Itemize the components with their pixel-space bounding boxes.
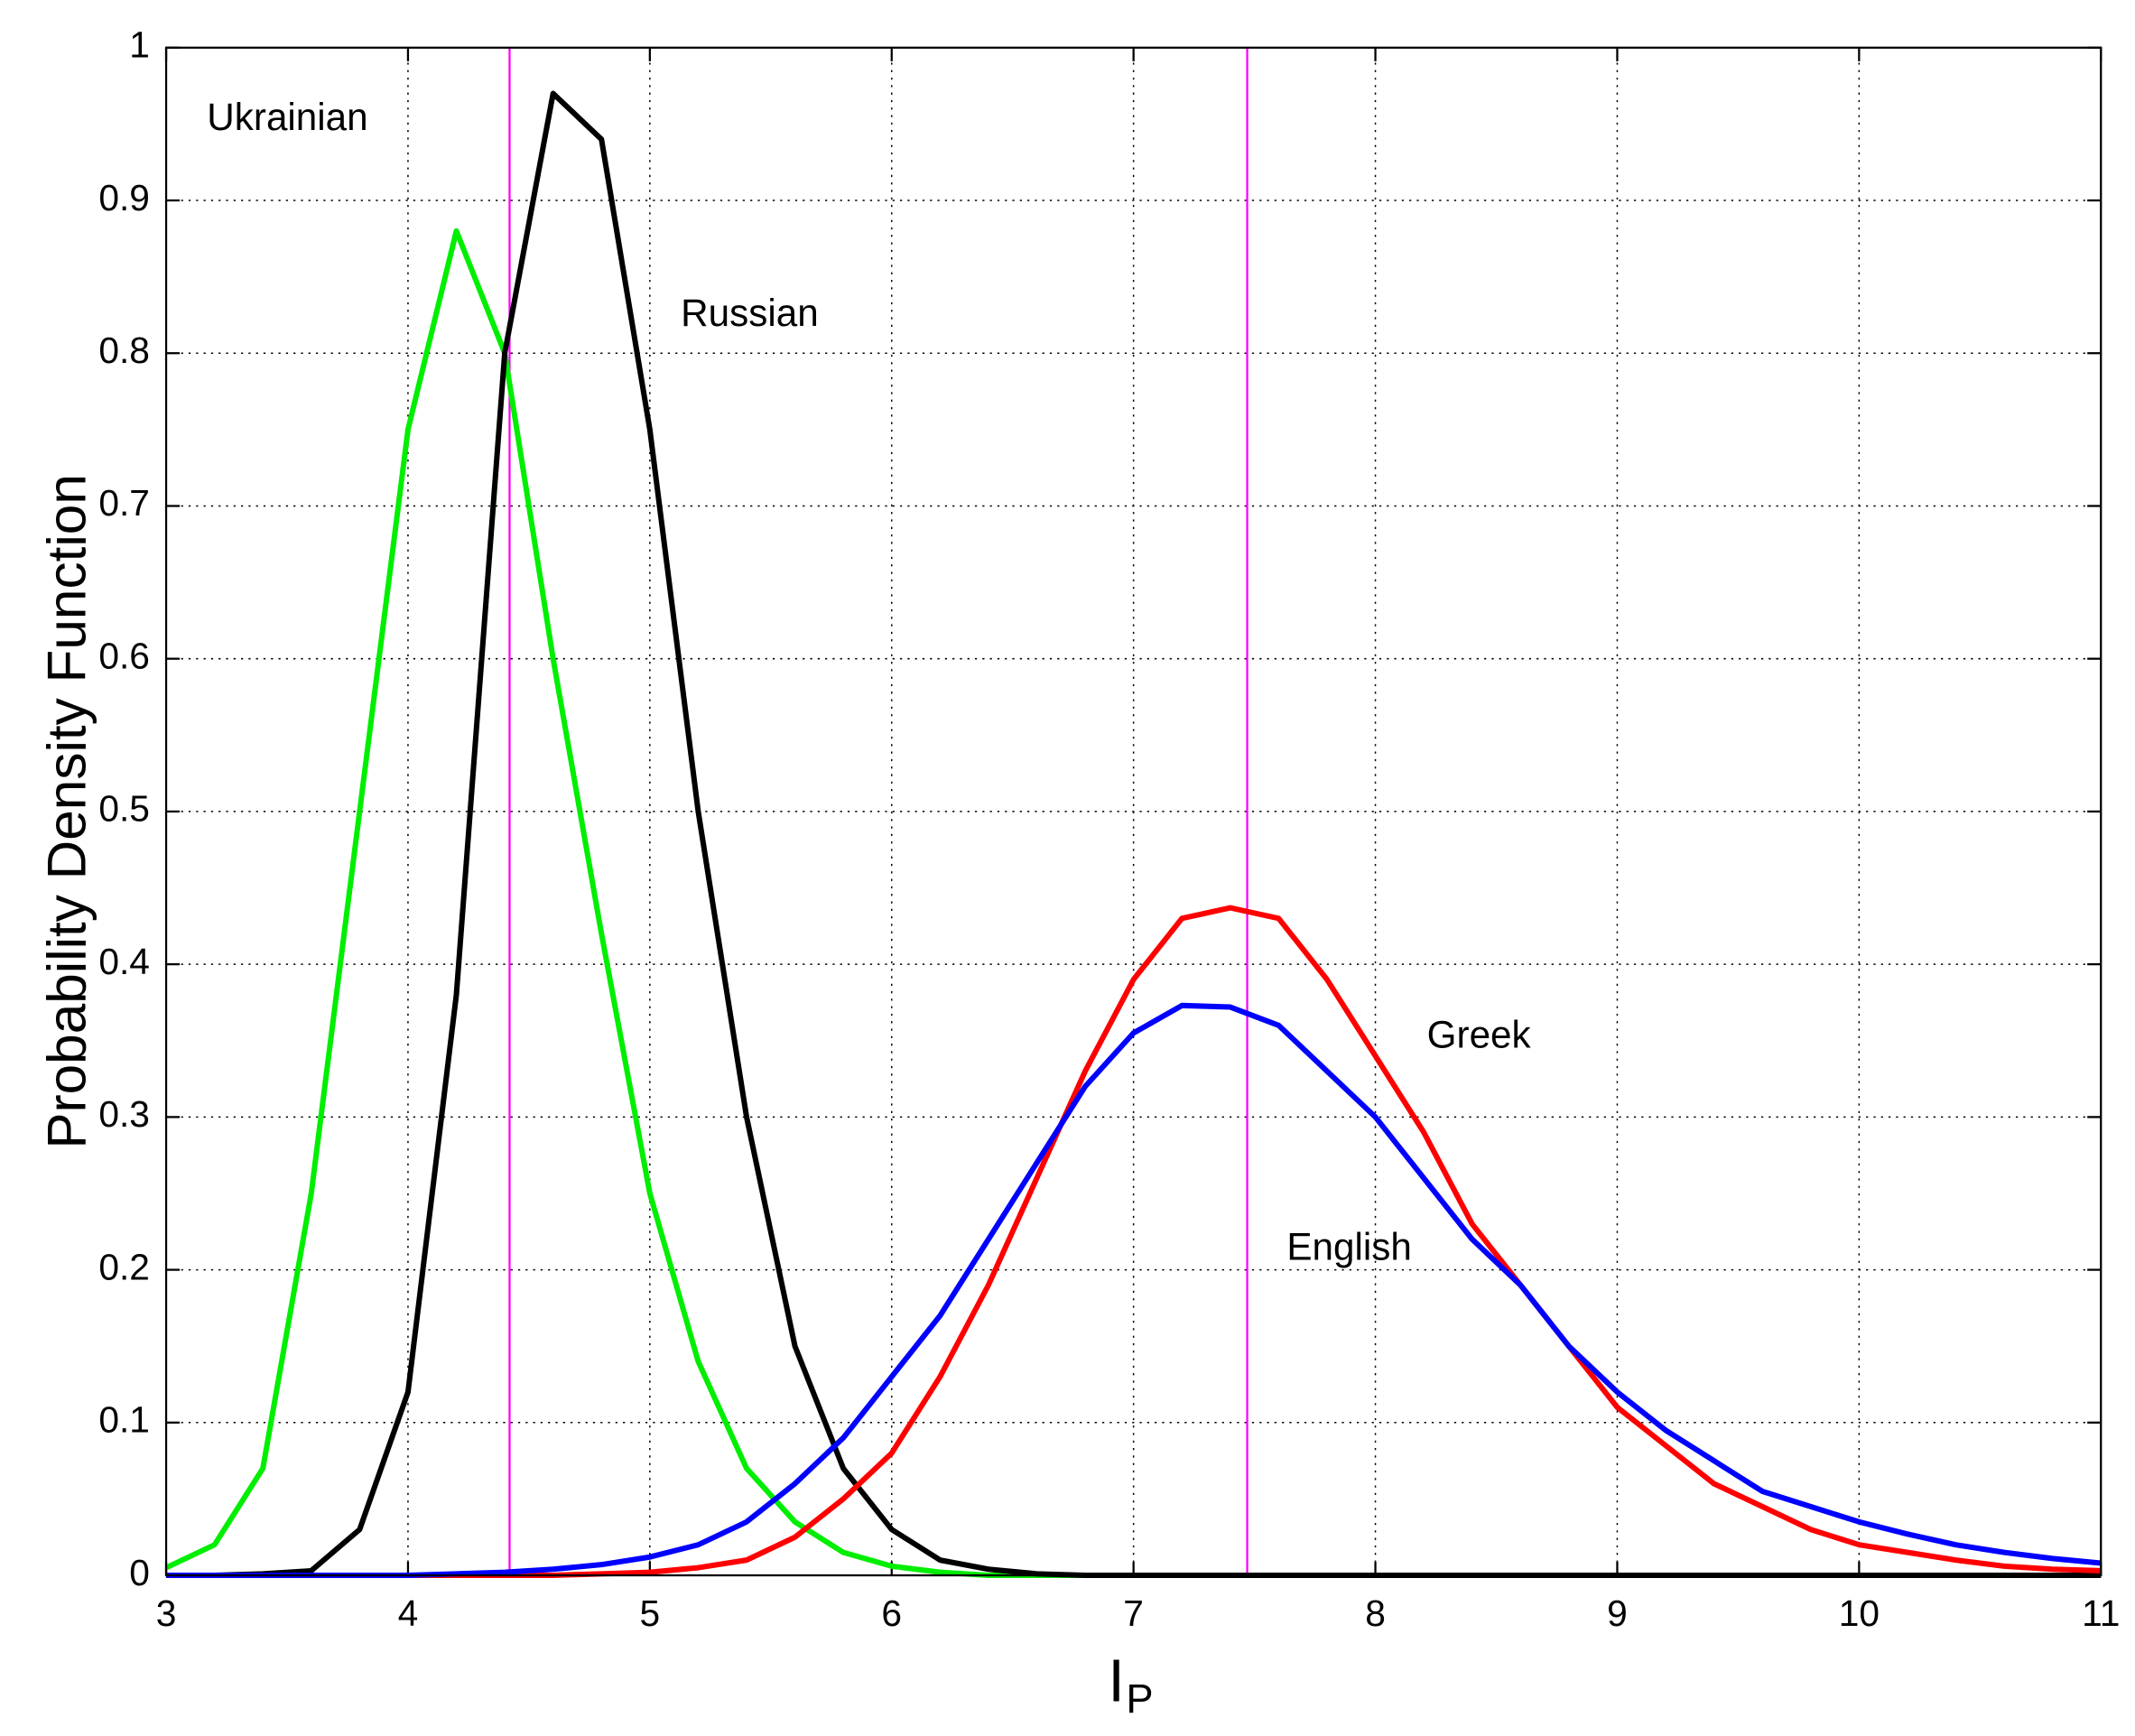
x-tick-label: 8 xyxy=(1365,1592,1386,1634)
x-axis-label-subscript: P xyxy=(1126,1676,1153,1722)
y-tick-label: 0.7 xyxy=(98,482,150,524)
x-tick-label: 7 xyxy=(1123,1592,1144,1634)
series-label: Greek xyxy=(1427,1013,1532,1055)
x-tick-label: 9 xyxy=(1607,1592,1628,1634)
x-tick-label: 10 xyxy=(1839,1592,1880,1634)
x-tick-label: 3 xyxy=(156,1592,177,1634)
y-tick-label: 0.6 xyxy=(98,635,150,676)
y-tick-label: 0.4 xyxy=(98,941,150,982)
y-tick-label: 0.5 xyxy=(98,788,150,830)
y-axis-label: Probability Density Function xyxy=(35,474,97,1149)
y-tick-label: 0.1 xyxy=(98,1399,150,1441)
series-label: English xyxy=(1286,1226,1411,1268)
x-tick-label: 4 xyxy=(398,1592,419,1634)
data-line xyxy=(166,1002,2102,1579)
x-tick-label: 11 xyxy=(2082,1592,2120,1634)
x-axis-label: I xyxy=(1108,1648,1124,1715)
plot-frame xyxy=(164,46,2103,1577)
y-tick-label: 1 xyxy=(129,24,150,66)
y-tick-label: 0.2 xyxy=(98,1246,150,1287)
series-label: Russian xyxy=(681,292,819,334)
series-label: Ukrainian xyxy=(207,96,367,138)
x-tick-label: 6 xyxy=(881,1592,902,1634)
y-tick-label: 0.9 xyxy=(98,177,150,218)
y-tick-label: 0 xyxy=(129,1552,150,1593)
y-tick-label: 0.3 xyxy=(98,1093,150,1135)
y-tick-label: 0.8 xyxy=(98,330,150,371)
x-tick-label: 5 xyxy=(640,1592,661,1634)
